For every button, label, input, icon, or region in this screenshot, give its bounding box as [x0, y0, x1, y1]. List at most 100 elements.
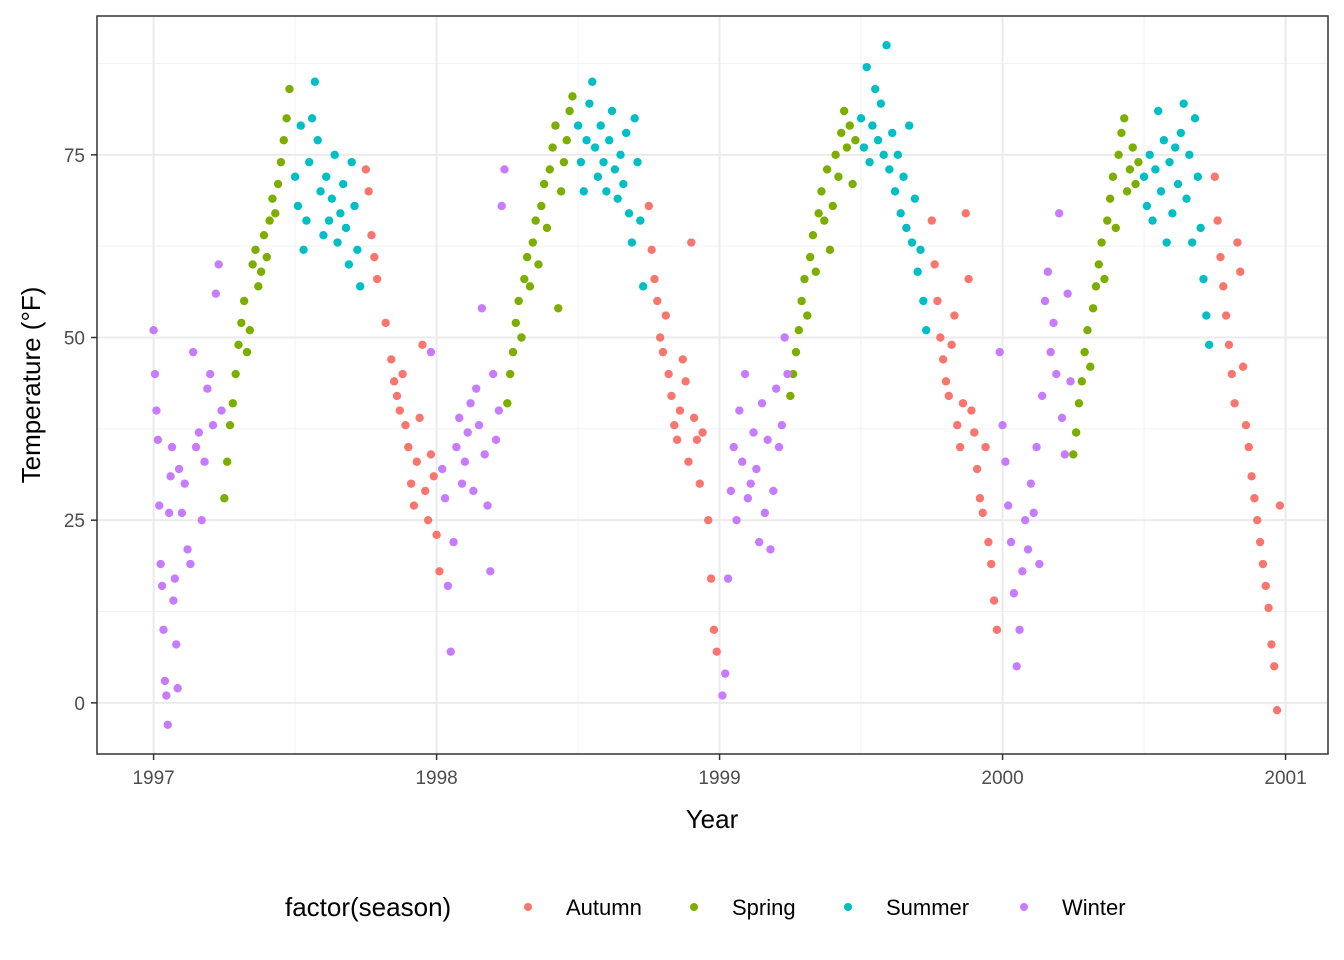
- data-point-summer: [1193, 172, 1203, 181]
- data-point-summer: [599, 157, 608, 167]
- data-point-winter: [189, 347, 198, 357]
- data-point-summer: [347, 157, 356, 167]
- data-point-winter: [160, 676, 170, 686]
- data-point-summer: [1145, 150, 1154, 160]
- data-point-summer: [579, 187, 588, 196]
- data-point-autumn: [970, 428, 979, 437]
- data-point-autumn: [704, 515, 713, 525]
- data-point-winter: [173, 684, 182, 693]
- data-point-summer: [919, 296, 928, 306]
- data-point-spring: [254, 282, 263, 291]
- data-point-winter: [746, 479, 755, 488]
- data-point-spring: [1077, 377, 1087, 386]
- data-point-spring: [256, 267, 266, 276]
- data-point-autumn: [1250, 494, 1259, 503]
- data-point-summer: [588, 77, 597, 86]
- data-point-spring: [794, 325, 804, 335]
- data-point-winter: [172, 640, 181, 649]
- data-point-winter: [155, 501, 164, 510]
- data-point-spring: [1071, 428, 1081, 437]
- data-point-summer: [859, 143, 869, 152]
- data-point-autumn: [984, 537, 993, 547]
- data-point-spring: [1094, 260, 1103, 269]
- data-point-spring: [545, 165, 554, 174]
- data-point-spring: [271, 209, 280, 218]
- data-point-summer: [624, 209, 634, 218]
- data-point-spring: [537, 201, 546, 211]
- data-point-autumn: [667, 391, 676, 401]
- data-point-summer: [856, 114, 866, 123]
- data-point-autumn: [644, 201, 654, 211]
- data-point-spring: [1117, 128, 1126, 138]
- data-point-winter: [1046, 347, 1055, 357]
- data-point-summer: [576, 157, 586, 167]
- data-point-summer: [871, 84, 880, 94]
- data-point-winter: [738, 457, 747, 466]
- data-point-winter: [211, 289, 221, 298]
- data-point-autumn: [432, 530, 441, 539]
- data-point-winter: [480, 450, 489, 459]
- data-point-summer: [616, 150, 625, 160]
- data-point-winter: [149, 325, 158, 335]
- data-point-autumn: [672, 435, 682, 445]
- y-tick-label: 25: [64, 511, 85, 532]
- data-point-spring: [839, 106, 849, 116]
- data-point-winter: [167, 442, 177, 452]
- data-point-winter: [166, 472, 175, 481]
- data-point-autumn: [941, 377, 951, 386]
- data-point-summer: [621, 128, 631, 138]
- data-point-spring: [259, 231, 269, 240]
- data-point-winter: [463, 428, 472, 437]
- data-point-winter: [1054, 209, 1064, 218]
- data-point-winter: [1015, 625, 1024, 634]
- data-point-winter: [998, 420, 1007, 430]
- data-point-spring: [276, 157, 286, 167]
- data-point-summer: [573, 121, 583, 130]
- data-point-spring: [514, 296, 523, 306]
- data-point-spring: [831, 150, 840, 160]
- data-point-spring: [1086, 362, 1095, 371]
- data-point-spring: [542, 223, 552, 233]
- data-point-autumn: [1244, 442, 1253, 452]
- data-point-summer: [916, 245, 925, 255]
- data-point-autumn: [364, 187, 373, 196]
- data-point-summer: [324, 216, 334, 225]
- data-point-autumn: [1210, 172, 1220, 181]
- data-point-winter: [995, 347, 1004, 357]
- data-point-summer: [1202, 311, 1211, 320]
- data-point-spring: [1083, 325, 1092, 335]
- data-point-summer: [299, 245, 308, 255]
- data-point-autumn: [695, 479, 704, 488]
- data-point-winter: [780, 333, 789, 342]
- data-point-autumn: [1241, 420, 1251, 430]
- data-point-winter: [771, 384, 781, 393]
- data-point-autumn: [670, 420, 679, 430]
- data-point-summer: [865, 157, 874, 167]
- data-point-autumn: [406, 479, 416, 488]
- data-point-autumn: [950, 311, 959, 320]
- data-point-winter: [1018, 567, 1027, 576]
- data-point-spring: [508, 347, 518, 357]
- data-point-spring: [1122, 187, 1132, 196]
- data-point-winter: [474, 420, 484, 430]
- data-point-summer: [890, 187, 900, 196]
- data-point-winter: [186, 559, 195, 569]
- data-point-autumn: [681, 377, 690, 386]
- data-point-winter: [1043, 267, 1053, 276]
- data-point-autumn: [1272, 705, 1282, 715]
- data-point-winter: [455, 413, 464, 423]
- data-point-autumn: [975, 494, 985, 503]
- data-point-summer: [904, 121, 914, 130]
- data-point-spring: [1100, 274, 1109, 284]
- data-point-summer: [322, 172, 331, 181]
- x-tick-label: 1997: [132, 768, 174, 789]
- data-point-winter: [443, 581, 453, 591]
- data-point-winter: [152, 406, 161, 415]
- data-point-winter: [1060, 450, 1070, 459]
- data-point-summer: [1156, 187, 1166, 196]
- data-point-winter: [1001, 457, 1010, 466]
- data-point-summer: [341, 223, 351, 233]
- data-point-summer: [1142, 201, 1152, 211]
- data-point-spring: [528, 238, 538, 247]
